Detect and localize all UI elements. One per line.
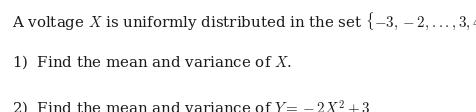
Text: 2)  Find the mean and variance of $Y = -2X^2 + 3$: 2) Find the mean and variance of $Y = -2…	[12, 99, 370, 112]
Text: A voltage $X$ is uniformly distributed in the set $\{-3, -2, ..., 3, 4\}$: A voltage $X$ is uniformly distributed i…	[12, 11, 476, 32]
Text: 1)  Find the mean and variance of $X$.: 1) Find the mean and variance of $X$.	[12, 54, 292, 71]
